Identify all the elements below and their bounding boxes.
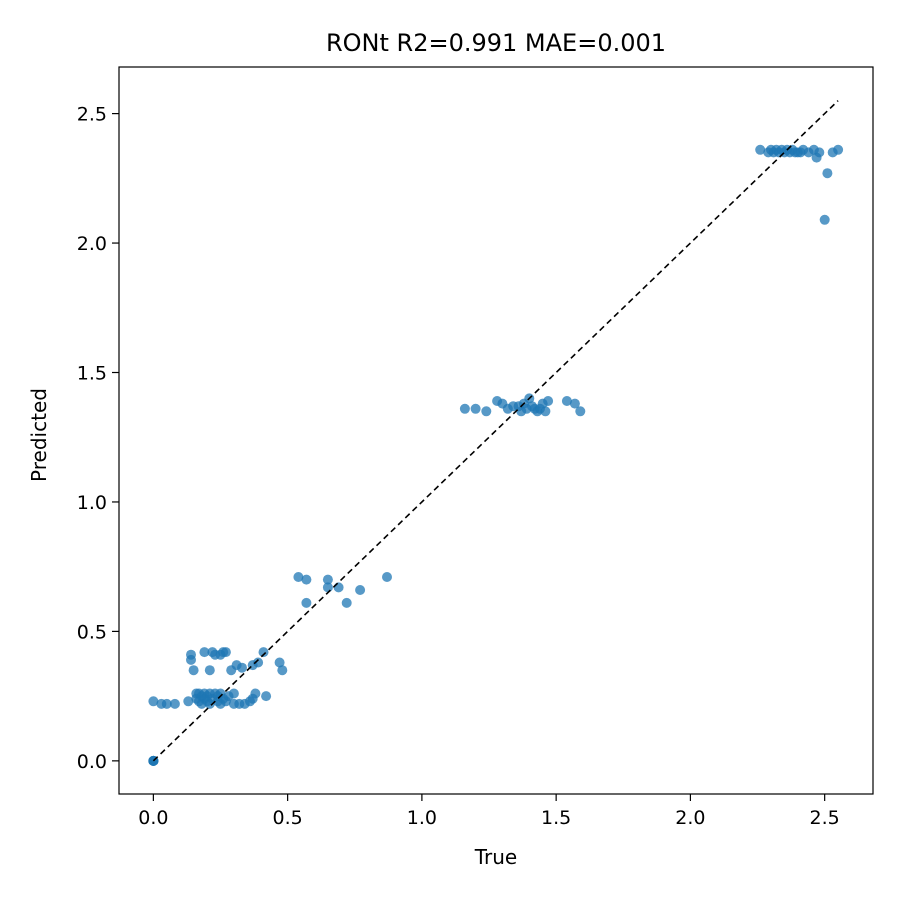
data-point [569, 398, 580, 409]
data-point [183, 696, 194, 707]
data-point [253, 657, 264, 668]
data-point [543, 396, 554, 406]
plot-frame [118, 66, 874, 795]
y-axis: 0.0 0.5 1.0 1.5 2.0 2.5 [77, 104, 119, 773]
data-point [199, 647, 210, 658]
data-point [250, 688, 261, 699]
y-tick-label: 0.0 [77, 751, 107, 773]
data-point [261, 691, 272, 702]
x-axis-label: True [474, 845, 517, 869]
y-axis-label: Predicted [27, 388, 51, 482]
x-tick-label: 0.0 [138, 807, 168, 829]
data-point [561, 396, 572, 406]
data-point [470, 403, 481, 414]
x-tick-label: 1.5 [541, 807, 571, 829]
data-point [237, 662, 247, 673]
data-point [277, 665, 288, 676]
data-point [355, 585, 366, 595]
points-layer [148, 144, 844, 766]
data-point [169, 698, 180, 709]
y-tick-label: 0.5 [77, 621, 107, 643]
data-point [322, 582, 333, 593]
y-tick-label: 1.0 [77, 492, 107, 514]
data-point [819, 214, 830, 225]
data-point [258, 647, 269, 658]
data-point [540, 406, 551, 417]
data-point [814, 147, 825, 158]
y-tick-label: 2.0 [77, 233, 107, 255]
data-point [148, 696, 159, 707]
data-point [274, 657, 285, 668]
x-tick-label: 0.5 [273, 807, 303, 829]
x-tick-label: 2.5 [810, 807, 840, 829]
data-point [204, 665, 215, 676]
data-point [575, 406, 586, 417]
data-point [481, 406, 492, 417]
y-tick-label: 1.5 [77, 363, 107, 385]
data-point [333, 582, 344, 593]
x-axis: 0.0 0.5 1.0 1.5 2.0 2.5 [138, 794, 840, 829]
data-point [228, 688, 239, 699]
data-point [322, 574, 333, 585]
data-point [161, 698, 172, 709]
data-point [293, 572, 304, 582]
data-point [301, 574, 312, 585]
reference-line [152, 100, 839, 762]
data-point [755, 144, 766, 155]
x-tick-label: 2.0 [675, 807, 705, 829]
data-point [822, 168, 833, 179]
x-tick-label: 1.0 [407, 807, 437, 829]
data-point [301, 597, 312, 608]
data-point [220, 647, 231, 658]
y-tick-label: 2.5 [77, 104, 107, 126]
chart-title: RONt R2=0.991 MAE=0.001 [326, 29, 666, 57]
data-point [833, 144, 844, 155]
data-point [341, 597, 352, 608]
data-point [186, 654, 196, 665]
data-point [188, 665, 199, 676]
data-point [459, 403, 470, 414]
data-point [382, 572, 392, 582]
